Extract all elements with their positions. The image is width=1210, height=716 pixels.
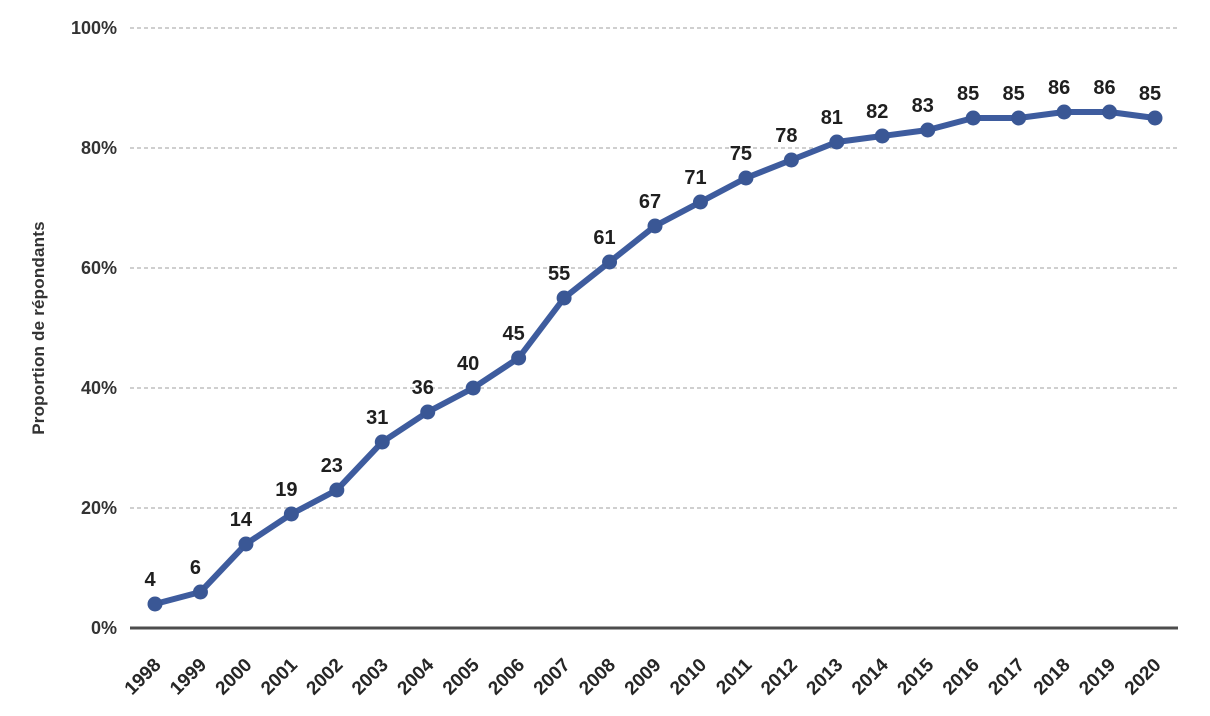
x-tick-label: 1999 — [166, 655, 211, 700]
y-tick-label: 40% — [81, 378, 117, 398]
data-point-marker — [829, 134, 845, 150]
data-point-marker — [374, 434, 390, 450]
x-tick-label: 2013 — [803, 655, 848, 700]
data-point-marker — [874, 128, 890, 144]
x-tick-label: 2005 — [439, 654, 484, 699]
data-label: 6 — [190, 557, 201, 579]
data-label: 85 — [1003, 83, 1025, 105]
data-label: 82 — [866, 101, 888, 123]
y-tick-label: 80% — [81, 138, 117, 158]
data-label: 83 — [912, 95, 934, 117]
x-tick-label: 2001 — [257, 654, 302, 699]
data-label: 55 — [548, 263, 570, 285]
series-line — [152, 109, 1158, 607]
data-label: 86 — [1048, 77, 1070, 99]
x-tick-label: 2009 — [621, 655, 666, 700]
data-label: 31 — [366, 407, 388, 429]
data-point-marker — [511, 350, 527, 366]
data-label: 81 — [821, 107, 843, 129]
data-point-marker — [556, 290, 572, 306]
data-point-marker — [783, 152, 799, 168]
data-label: 23 — [321, 455, 343, 477]
data-label: 45 — [503, 323, 525, 345]
data-label: 85 — [957, 83, 979, 105]
data-point-marker — [1102, 104, 1118, 120]
x-tick-label: 2012 — [757, 655, 802, 700]
data-point-marker — [192, 584, 208, 600]
data-label: 14 — [230, 509, 253, 531]
data-point-marker — [147, 596, 163, 612]
y-tick-label: 0% — [91, 618, 117, 638]
data-label: 71 — [684, 167, 706, 189]
x-tick-label: 2007 — [530, 655, 575, 700]
data-label: 78 — [775, 125, 797, 147]
data-point-marker — [283, 506, 299, 522]
x-tick-label: 2006 — [484, 655, 529, 700]
data-point-marker — [965, 110, 981, 126]
x-tick-label: 2015 — [894, 654, 939, 699]
data-label: 86 — [1093, 77, 1115, 99]
data-point-marker — [1147, 110, 1163, 126]
data-label: 67 — [639, 191, 661, 213]
x-tick-label: 2011 — [712, 654, 756, 698]
x-tick-label: 2002 — [303, 655, 348, 700]
data-point-marker — [1056, 104, 1072, 120]
x-tick-label: 2000 — [212, 655, 257, 700]
x-tick-label: 2003 — [348, 655, 393, 700]
y-tick-label: 100% — [71, 18, 117, 38]
x-tick-label: 2014 — [848, 654, 893, 699]
x-tick-label: 2017 — [984, 655, 1029, 700]
x-tick-label: 2010 — [666, 655, 711, 700]
data-point-marker — [647, 218, 663, 234]
data-point-marker — [602, 254, 618, 270]
y-tick-label: 60% — [81, 258, 117, 278]
x-tick-label: 2020 — [1121, 655, 1166, 700]
data-point-marker — [238, 536, 254, 552]
data-point-marker — [692, 194, 708, 210]
data-label: 4 — [144, 569, 156, 591]
data-label: 85 — [1139, 83, 1161, 105]
data-point-marker — [738, 170, 754, 186]
x-tick-label: 2008 — [575, 655, 620, 700]
data-label: 19 — [275, 479, 297, 501]
y-tick-label: 20% — [81, 498, 117, 518]
x-tick-label: 2019 — [1075, 655, 1120, 700]
data-label: 61 — [593, 227, 615, 249]
data-point-marker — [920, 122, 936, 138]
x-tick-label: 2016 — [939, 655, 984, 700]
data-point-marker — [329, 482, 345, 498]
x-tick-label: 2018 — [1030, 655, 1075, 700]
data-label: 75 — [730, 143, 752, 165]
x-tick-label: 2004 — [394, 654, 439, 699]
data-point-marker — [465, 380, 481, 396]
y-axis-title: Proportion de répondants — [29, 221, 48, 435]
data-point-marker — [1011, 110, 1027, 126]
data-label: 40 — [457, 353, 479, 375]
data-point-marker — [420, 404, 436, 420]
data-label: 36 — [412, 377, 434, 399]
x-tick-label: 1998 — [121, 655, 166, 700]
